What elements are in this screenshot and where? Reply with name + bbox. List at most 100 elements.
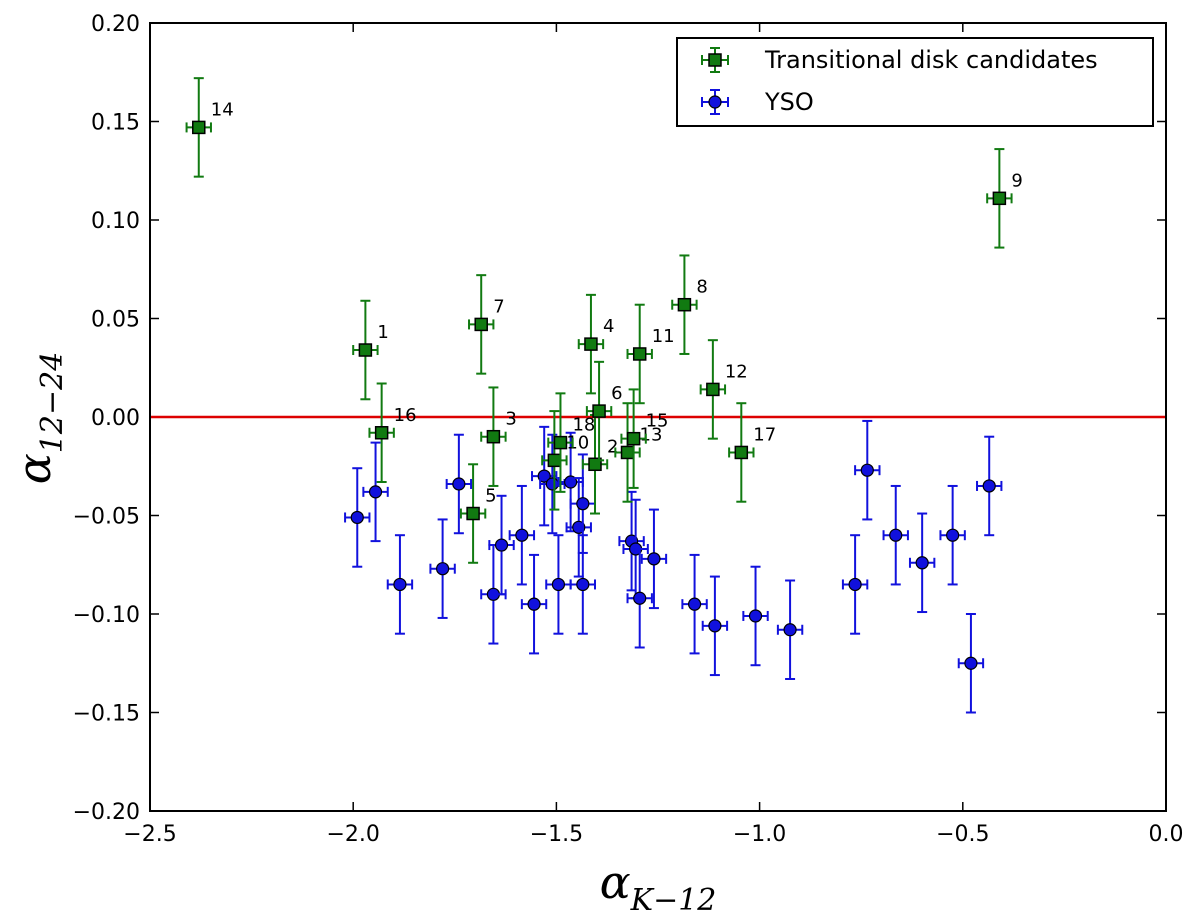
yso-point [776,579,804,681]
transitional-disk-point: 3 [480,386,517,487]
transitional-disk-point: 12 [699,339,748,440]
y-tick-label: −0.05 [73,505,140,530]
circle-marker [564,475,578,489]
yso-point [508,484,536,586]
yso-point [344,467,371,568]
square-marker [474,317,488,332]
square-marker [734,445,749,460]
circle-marker [393,577,407,592]
circle-marker [708,95,722,109]
yso-point [908,512,936,614]
transitional-disk-point: 18 [547,392,595,493]
yso-point [742,565,769,667]
circle-marker [537,469,551,483]
transitional-disk-point: 5 [459,463,497,564]
circle-marker [860,463,874,477]
yso-point [545,534,572,635]
square-marker [584,337,598,351]
circle-marker [452,477,466,491]
point-label: 12 [725,361,748,382]
point-label: 7 [493,296,504,317]
plot-frame [149,22,1167,812]
y-tick-label: 0.00 [91,406,140,431]
circle-marker [494,538,509,552]
transitional-disk-point: 1 [352,299,389,401]
point-label: 15 [646,411,669,432]
square-marker [358,343,373,357]
square-marker [620,445,635,460]
circle-marker [551,577,566,592]
legend-marker-yso [701,89,729,115]
yso-point [569,534,597,635]
point-label: 14 [211,99,234,120]
yso-point [854,419,881,521]
yso-point [488,494,515,596]
legend-label-yso: YSO [764,88,814,116]
x-axis-label: αK−12 [600,855,717,914]
y-tick-label: 0.20 [91,12,140,37]
circle-marker [368,485,383,499]
yso-point [681,553,708,655]
yso-point [640,508,668,610]
transitional-disk-point: 15 [620,388,669,489]
transitional-disk-point: 8 [671,254,708,355]
transitional-disk-point: 11 [626,303,675,405]
circle-marker [572,520,586,534]
x-tick-label: −1.0 [733,822,786,847]
circle-marker [576,577,590,592]
circle-marker [436,562,450,576]
circle-marker [915,556,929,570]
circle-marker [515,528,529,542]
square-marker [466,506,480,521]
square-marker [592,404,606,418]
x-axis-subscript: K−12 [630,883,717,914]
point-label: 3 [505,409,516,430]
square-marker [677,297,692,312]
yso-point [539,433,566,535]
yso-point [386,534,414,635]
transitional-disk-point: 17 [728,402,776,503]
point-label: 10 [566,432,589,453]
circle-marker [889,528,903,542]
x-tick-label: −2.0 [326,822,379,847]
point-label: 9 [1011,170,1022,191]
point-label: 1 [377,322,388,343]
point-label: 18 [572,415,595,436]
y-tick-label: −0.15 [73,702,140,727]
yso-point [429,518,456,619]
square-marker [708,53,722,67]
axis-ticks: −2.5 −2.0 −1.5 −1.0 −0.5 0.0 −0.20 −0.15 −0.10 −0… [73,12,1184,847]
square-marker [192,120,206,135]
yso-point [957,613,985,714]
transitional-disk-point: 16 [368,382,417,484]
y-axis-label: α12−24 [7,352,70,485]
yso-point [531,425,558,527]
point-label: 4 [603,316,614,337]
circle-marker [527,597,541,611]
square-marker [553,435,568,450]
x-tick-label: −0.5 [936,822,989,847]
yso-point [362,441,389,543]
square-marker [992,191,1007,206]
point-label: 2 [607,436,618,457]
yso-point [882,484,909,586]
circle-marker [848,577,862,592]
y-tick-label: 0.05 [91,308,140,333]
circle-marker [647,552,661,566]
transitional-disk-point: 2 [581,414,618,515]
square-marker [632,347,647,361]
x-axis-symbol: α [600,855,631,909]
x-tick-label: −2.5 [123,822,176,847]
legend-box [676,37,1154,127]
circle-marker [783,623,797,637]
circle-marker [350,510,364,525]
y-tick-label: 0.15 [91,111,140,136]
circle-marker [633,591,647,605]
point-label: 16 [394,405,417,426]
circle-marker [982,479,996,493]
circle-marker [687,597,702,611]
legend-label-transitional: Transitional disk candidates [764,46,1098,74]
point-label: 6 [611,383,622,404]
